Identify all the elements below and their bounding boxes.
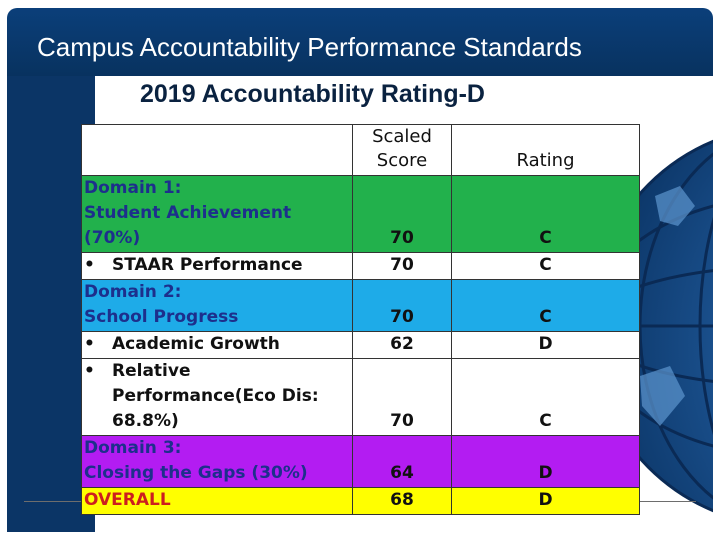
relative-performance-rating: C: [451, 358, 640, 436]
label-line: Domain 2:: [84, 282, 182, 302]
header-score-line-2: Score: [376, 150, 428, 171]
label-line: Relative: [112, 361, 191, 381]
header-rating: Rating: [451, 124, 640, 176]
domain-1-label: Domain 1: Student Achievement (70%): [81, 175, 353, 253]
relative-performance-label: • Relative Performance(Eco Dis: 68.8%): [81, 358, 353, 436]
label-line: School Progress: [84, 307, 239, 327]
label-line: 68.8%): [112, 411, 179, 431]
title-bar: Campus Accountability Performance Standa…: [7, 8, 713, 76]
rating-subtitle: 2019 Accountability Rating-D: [140, 80, 485, 108]
bullet-icon: •: [84, 255, 95, 275]
staar-score: 70: [352, 252, 452, 280]
domain-2-rating: C: [451, 279, 640, 332]
domain-1-rating: C: [451, 175, 640, 253]
label-line: Performance(Eco Dis:: [112, 386, 319, 406]
domain-3-score: 64: [352, 435, 452, 488]
domain-3-rating: D: [451, 435, 640, 488]
table-row-relative-performance: • Relative Performance(Eco Dis: 68.8%) 70…: [81, 358, 640, 436]
staar-rating: C: [451, 252, 640, 280]
table-row-academic-growth: • Academic Growth 62 D: [81, 331, 640, 359]
relative-performance-score: 70: [352, 358, 452, 436]
bullet-icon: •: [84, 361, 95, 381]
accountability-table: Scaled Score Rating Domain 1: Student Ac…: [81, 124, 640, 515]
header-scaled-score: Scaled Score: [352, 124, 452, 176]
table-row-domain-3: Domain 3: Closing the Gaps (30%) 64 D: [81, 435, 640, 488]
domain-1-score: 70: [352, 175, 452, 253]
overall-rating: D: [451, 487, 640, 515]
label-line: Domain 1:: [84, 178, 182, 198]
label-line: Student Achievement (70%): [84, 203, 292, 248]
domain-3-label: Domain 3: Closing the Gaps (30%): [81, 435, 353, 488]
table-row-domain-1: Domain 1: Student Achievement (70%) 70 C: [81, 175, 640, 253]
domain-2-label: Domain 2: School Progress: [81, 279, 353, 332]
overall-score: 68: [352, 487, 452, 515]
label-line-with-bullet: • Relative: [84, 359, 350, 384]
left-decorative-band: [7, 76, 95, 532]
table-row-staar-performance: • STAAR Performance 70 C: [81, 252, 640, 280]
header-label-cell: [81, 124, 353, 176]
overall-label: OVERALL: [81, 487, 353, 515]
bullet-icon: •: [84, 334, 95, 354]
staar-label: • STAAR Performance: [81, 252, 353, 280]
label-line: STAAR Performance: [112, 255, 303, 275]
header-score-line-1: Scaled: [372, 126, 432, 147]
table-header-row: Scaled Score Rating: [81, 124, 640, 176]
academic-growth-label: • Academic Growth: [81, 331, 353, 359]
table-row-overall: OVERALL 68 D: [81, 487, 640, 515]
label-line: Academic Growth: [112, 334, 280, 354]
academic-growth-score: 62: [352, 331, 452, 359]
domain-2-score: 70: [352, 279, 452, 332]
table-row-domain-2: Domain 2: School Progress 70 C: [81, 279, 640, 332]
slide-title: Campus Accountability Performance Standa…: [37, 32, 582, 62]
label-line: Domain 3:: [84, 438, 182, 458]
label-line: Closing the Gaps (30%): [84, 463, 308, 483]
academic-growth-rating: D: [451, 331, 640, 359]
